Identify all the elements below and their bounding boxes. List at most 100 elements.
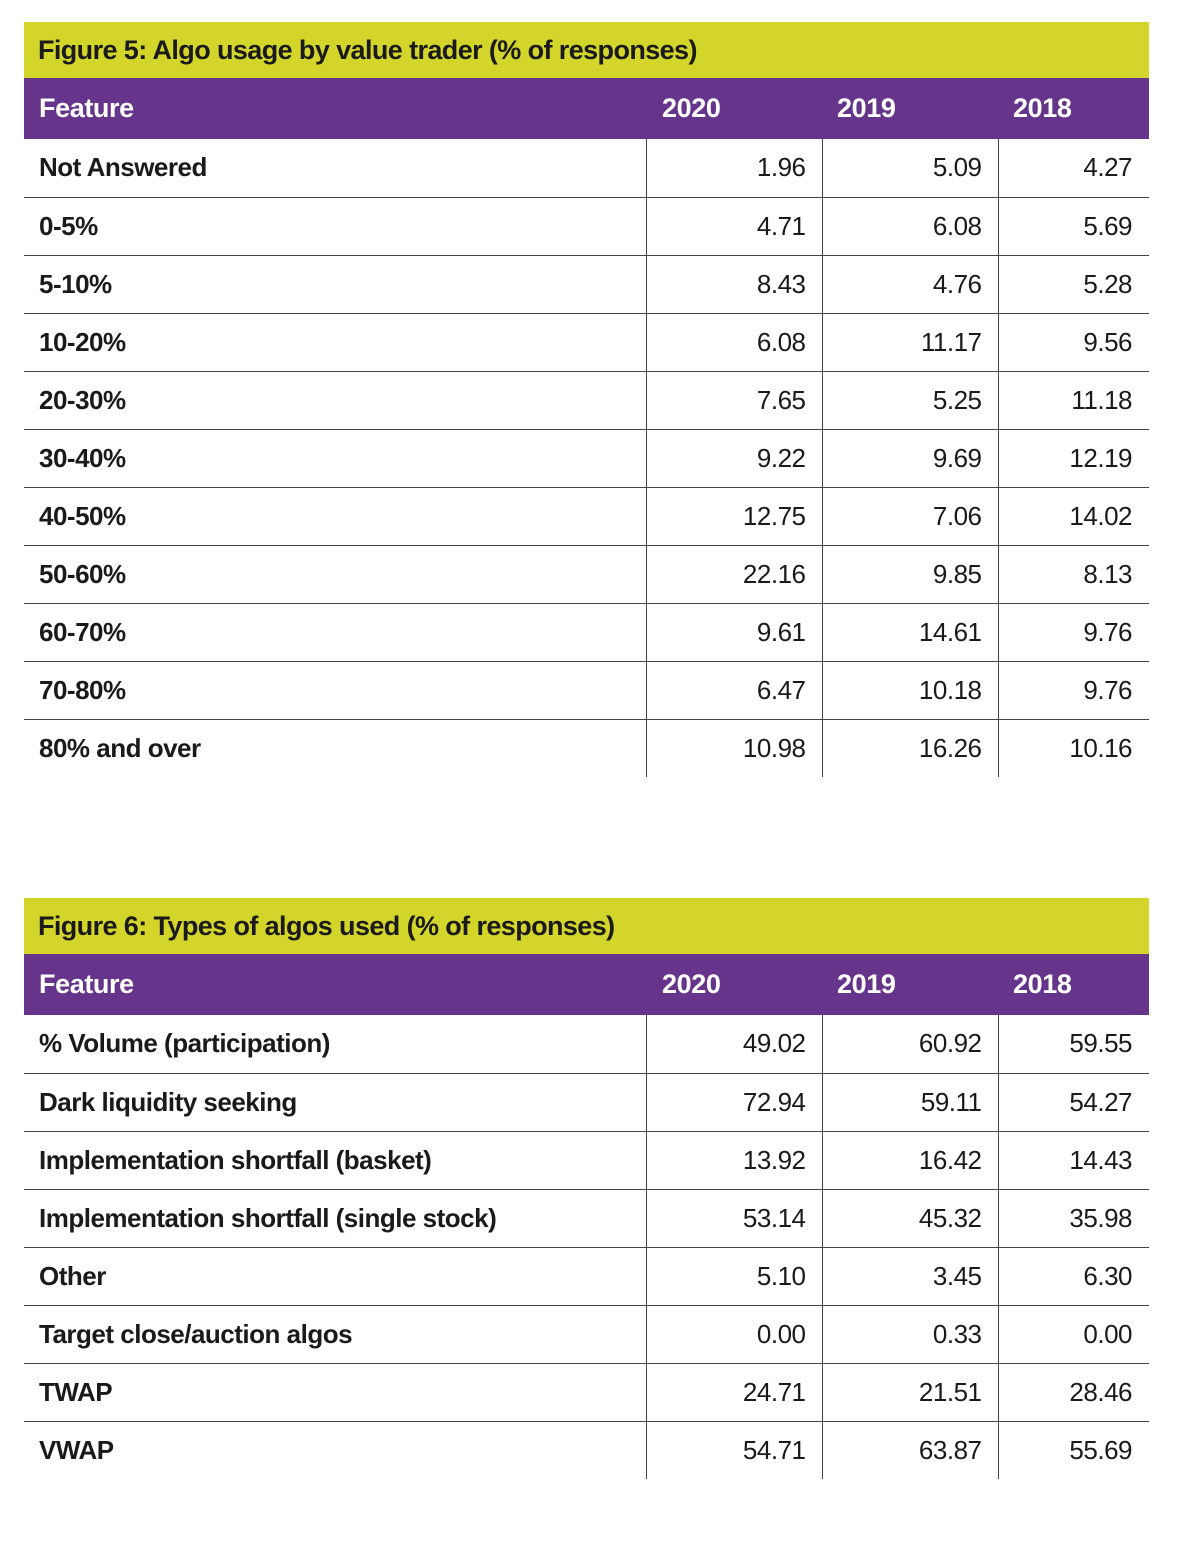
cell-value-2019: 10.18 <box>821 661 998 720</box>
row-label: VWAP <box>39 1434 114 1465</box>
column-header-2019: 2019 <box>837 969 896 999</box>
row-label: 5-10% <box>24 255 646 314</box>
cell-value-2018: 35.98 <box>997 1189 1149 1248</box>
table-row: 5-10% 8.43 4.76 5.28 <box>24 255 1149 314</box>
row-label: 80% and over <box>39 732 201 763</box>
cell-value-2019: 60.92 <box>821 1015 998 1074</box>
cell-value-2020: 0.00 <box>645 1305 822 1364</box>
cell-value-2019: 5.09 <box>821 139 998 198</box>
cell-value-2020: 12.75 <box>645 487 822 546</box>
table-row: TWAP 24.71 21.51 28.46 <box>24 1363 1149 1422</box>
cell-value-2019: 7.06 <box>821 487 998 546</box>
figure-6-table: Feature 2020 2019 2018 % Volume (partici… <box>24 954 1149 1479</box>
column-header-2020: 2020 <box>662 969 721 999</box>
table-row: 0-5% 4.71 6.08 5.69 <box>24 197 1149 256</box>
cell-value-2019: 0.33 <box>821 1305 998 1364</box>
row-label: % Volume (participation) <box>24 1015 646 1074</box>
cell-value-2018: 59.55 <box>997 1015 1149 1074</box>
row-label: Implementation shortfall (basket) <box>24 1131 646 1190</box>
cell-value-2020: 10.98 <box>645 719 822 777</box>
row-label: 40-50% <box>24 487 646 546</box>
row-label: 50-60% <box>24 545 646 604</box>
cell-value-2018: 5.69 <box>997 197 1149 256</box>
column-header-2018: 2018 <box>1013 969 1072 999</box>
cell-value-2020: 6.08 <box>645 313 822 372</box>
cell-value-2019: 59.11 <box>821 1073 998 1132</box>
table-row: 80% and over 10.98 16.26 10.16 <box>24 719 1149 777</box>
cell-value-2018: 14.02 <box>997 487 1149 546</box>
table-row: 30-40% 9.22 9.69 12.19 <box>24 429 1149 488</box>
cell-value-2019: 9.69 <box>821 429 998 488</box>
cell-value-2018: 12.19 <box>997 429 1149 488</box>
cell-value-2018: 54.27 <box>997 1073 1149 1132</box>
table-row: Target close/auction algos 0.00 0.33 0.00 <box>24 1305 1149 1364</box>
cell-value-2020: 72.94 <box>645 1073 822 1132</box>
column-header-feature: Feature <box>39 969 134 999</box>
row-label: 70-80% <box>24 661 646 720</box>
row-label: 30-40% <box>24 429 646 488</box>
figure-6-body: % Volume (participation) 49.02 60.92 59.55 D… <box>24 1015 1149 1479</box>
cell-value-2020: 8.43 <box>645 255 822 314</box>
figure-5-header-row: Feature 2020 2019 2018 <box>24 78 1149 139</box>
cell-value-2020: 1.96 <box>645 139 822 198</box>
figure-6-title: Figure 6: Types of algos used (% of resp… <box>24 898 1149 954</box>
cell-value-2018: 6.30 <box>997 1247 1149 1306</box>
figure-6: Figure 6: Types of algos used (% of resp… <box>24 898 1149 1479</box>
column-header-2020: 2020 <box>662 93 721 123</box>
cell-value-2020: 22.16 <box>645 545 822 604</box>
column-header-2019: 2019 <box>837 93 896 123</box>
row-label: 20-30% <box>24 371 646 430</box>
row-label: Implementation shortfall (single stock) <box>24 1189 646 1248</box>
cell-value-2019: 9.85 <box>821 545 998 604</box>
column-header-2018: 2018 <box>1013 93 1072 123</box>
cell-value-2020: 6.47 <box>645 661 822 720</box>
figure-5-body: Not Answered 1.96 5.09 4.27 0-5% 4.71 6.08 5.69… <box>24 139 1149 777</box>
column-header-feature: Feature <box>39 93 134 123</box>
table-row: Not Answered 1.96 5.09 4.27 <box>24 139 1149 198</box>
row-label: Dark liquidity seeking <box>24 1073 646 1132</box>
cell-value-2019: 63.87 <box>821 1421 998 1479</box>
cell-value-2018: 0.00 <box>997 1305 1149 1364</box>
table-row: 40-50% 12.75 7.06 14.02 <box>24 487 1149 546</box>
cell-value-2018: 8.13 <box>997 545 1149 604</box>
cell-value-2020: 4.71 <box>645 197 822 256</box>
cell-value-2019: 21.51 <box>821 1363 998 1422</box>
cell-value-2018: 14.43 <box>997 1131 1149 1190</box>
cell-value-2018: 11.18 <box>997 371 1149 430</box>
row-label: 60-70% <box>24 603 646 662</box>
cell-value-2020: 5.10 <box>645 1247 822 1306</box>
figure-5-table: Feature 2020 2019 2018 Not Answered 1.96 5… <box>24 78 1149 777</box>
table-row: Implementation shortfall (single stock) 5… <box>24 1189 1149 1248</box>
cell-value-2020: 7.65 <box>645 371 822 430</box>
cell-value-2020: 9.22 <box>645 429 822 488</box>
cell-value-2018: 10.16 <box>997 719 1149 777</box>
table-row: Dark liquidity seeking 72.94 59.11 54.27 <box>24 1073 1149 1132</box>
row-label: 10-20% <box>24 313 646 372</box>
cell-value-2019: 45.32 <box>821 1189 998 1248</box>
table-row: VWAP 54.71 63.87 55.69 <box>24 1421 1149 1479</box>
table-row: 60-70% 9.61 14.61 9.76 <box>24 603 1149 662</box>
cell-value-2018: 9.56 <box>997 313 1149 372</box>
table-row: 20-30% 7.65 5.25 11.18 <box>24 371 1149 430</box>
figure-6-header-row: Feature 2020 2019 2018 <box>24 954 1149 1015</box>
cell-value-2018: 9.76 <box>997 603 1149 662</box>
cell-value-2020: 9.61 <box>645 603 822 662</box>
cell-value-2019: 11.17 <box>821 313 998 372</box>
cell-value-2018: 28.46 <box>997 1363 1149 1422</box>
cell-value-2020: 49.02 <box>645 1015 822 1074</box>
cell-value-2019: 16.26 <box>821 719 998 777</box>
cell-value-2019: 6.08 <box>821 197 998 256</box>
row-label: Target close/auction algos <box>24 1305 646 1364</box>
cell-value-2019: 5.25 <box>821 371 998 430</box>
cell-value-2019: 14.61 <box>821 603 998 662</box>
table-row: 10-20% 6.08 11.17 9.56 <box>24 313 1149 372</box>
cell-value-2018: 9.76 <box>997 661 1149 720</box>
row-label: Not Answered <box>24 139 646 198</box>
table-row: 50-60% 22.16 9.85 8.13 <box>24 545 1149 604</box>
table-row: Implementation shortfall (basket) 13.92 16… <box>24 1131 1149 1190</box>
figure-5-title: Figure 5: Algo usage by value trader (% … <box>24 22 1149 78</box>
table-row: Other 5.10 3.45 6.30 <box>24 1247 1149 1306</box>
cell-value-2020: 54.71 <box>645 1421 822 1479</box>
cell-value-2020: 24.71 <box>645 1363 822 1422</box>
cell-value-2018: 55.69 <box>997 1421 1149 1479</box>
